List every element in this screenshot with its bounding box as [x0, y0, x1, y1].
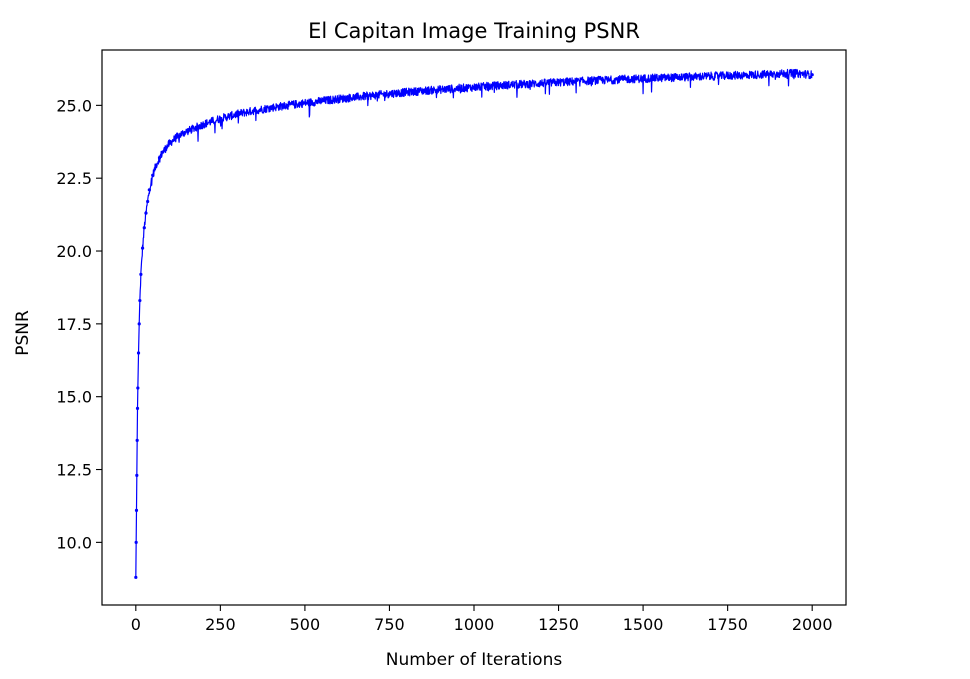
series-point: [387, 92, 392, 96]
series-point: [218, 116, 222, 121]
series-point: [354, 95, 358, 99]
series-point: [135, 406, 140, 410]
series-point: [142, 226, 146, 230]
series-point: [675, 75, 679, 79]
series-point: [252, 108, 256, 113]
x-tick-label: 2000: [792, 615, 833, 634]
series-point: [286, 103, 290, 107]
x-tick-label: 0: [131, 615, 141, 634]
series-line: [135, 68, 813, 578]
series-point: [157, 156, 162, 160]
series-point: [742, 73, 747, 77]
series-point: [455, 86, 459, 91]
y-tick-label: 20.0: [56, 242, 92, 261]
series-point: [138, 298, 142, 303]
y-tick-label: 22.5: [56, 169, 92, 188]
series-point: [227, 114, 231, 119]
series-point: [154, 163, 158, 167]
series-point: [146, 199, 150, 204]
y-tick-label: 10.0: [56, 533, 92, 552]
y-tick-label: 17.5: [56, 315, 92, 334]
series-point: [320, 99, 324, 103]
y-axis-label: PSNR: [13, 310, 33, 356]
series-point: [692, 75, 696, 79]
series-point: [370, 93, 375, 98]
series-point: [607, 78, 611, 82]
x-tick-label: 1250: [538, 615, 579, 634]
series-point: [195, 125, 199, 129]
x-axis-label: Number of Iterations: [386, 650, 563, 670]
series-point: [810, 73, 814, 77]
series-point: [147, 188, 151, 192]
series-point: [134, 575, 138, 579]
series-point: [181, 131, 185, 135]
series-point: [168, 141, 172, 145]
x-tick-label: 250: [205, 615, 236, 634]
series-point: [188, 128, 192, 132]
series-layer: [134, 68, 814, 579]
series-point: [421, 89, 425, 93]
y-tick-label: 12.5: [56, 461, 92, 480]
chart-title: El Capitan Image Training PSNR: [308, 19, 640, 43]
x-tick-label: 1750: [707, 615, 748, 634]
plot-frame: [101, 49, 847, 606]
series-point: [438, 88, 442, 92]
series-point: [759, 72, 764, 77]
series-point: [144, 211, 148, 215]
series-point: [624, 77, 628, 81]
series-point: [590, 78, 594, 83]
series-point: [540, 81, 544, 85]
series-point: [472, 85, 476, 89]
series-point: [136, 386, 140, 390]
series-point: [506, 83, 510, 87]
series-point: [489, 84, 493, 88]
series-point: [164, 145, 168, 150]
series-point: [137, 322, 141, 326]
series-point: [135, 473, 139, 477]
series-point: [404, 90, 408, 94]
ticks-layer: 0 250 500 750 1000 1250 1500 1750 2000 10.0 12.5 15…: [56, 96, 832, 634]
series-point: [269, 106, 273, 110]
series-point: [641, 76, 645, 81]
series-point: [303, 101, 307, 105]
x-tick-label: 750: [374, 615, 405, 634]
x-tick-label: 500: [290, 615, 321, 634]
series-point: [134, 540, 138, 544]
series-point: [235, 112, 239, 116]
series-point: [134, 508, 139, 512]
series-point: [210, 119, 214, 123]
series-point: [174, 135, 178, 140]
series-point: [135, 438, 139, 442]
y-tick-label: 15.0: [56, 388, 92, 407]
series-point: [658, 76, 662, 80]
series-point: [201, 122, 206, 126]
y-tick-label: 25.0: [56, 96, 92, 115]
series-point: [726, 74, 730, 78]
series-point: [776, 72, 780, 76]
x-tick-label: 1500: [623, 615, 664, 634]
series-point: [161, 150, 165, 154]
series-point: [139, 272, 143, 276]
series-point: [136, 351, 141, 355]
series-point: [793, 71, 797, 75]
series-point: [140, 246, 145, 250]
series-point: [523, 82, 527, 86]
x-tick-label: 1000: [454, 615, 495, 634]
series-point: [556, 80, 561, 84]
series-point: [573, 79, 578, 84]
series-point: [151, 173, 155, 177]
series-point: [337, 97, 341, 101]
series-point: [709, 74, 713, 78]
